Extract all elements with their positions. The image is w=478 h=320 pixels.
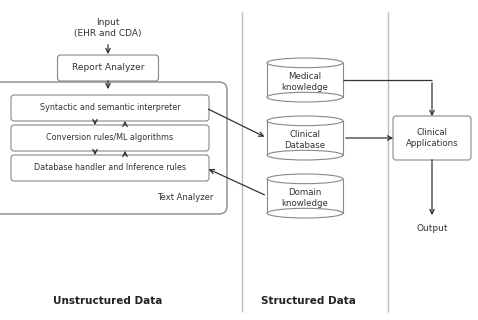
Text: Structured Data: Structured Data — [261, 296, 356, 306]
Text: Domain
knowledge: Domain knowledge — [282, 188, 328, 208]
Text: Unstructured Data: Unstructured Data — [54, 296, 163, 306]
Ellipse shape — [267, 92, 343, 102]
Text: Output: Output — [416, 224, 448, 233]
Ellipse shape — [267, 208, 343, 218]
Text: Text Analyzer: Text Analyzer — [157, 193, 213, 202]
FancyBboxPatch shape — [11, 155, 209, 181]
FancyBboxPatch shape — [11, 95, 209, 121]
Text: Conversion rules/ML algorithms: Conversion rules/ML algorithms — [46, 133, 174, 142]
Bar — [267, 179, 343, 213]
Ellipse shape — [267, 150, 343, 160]
Text: Syntactic and semantic interpreter: Syntactic and semantic interpreter — [40, 103, 180, 113]
Bar — [267, 63, 343, 97]
Ellipse shape — [267, 58, 343, 68]
Text: Input
(EHR and CDA): Input (EHR and CDA) — [74, 18, 142, 38]
FancyBboxPatch shape — [0, 82, 227, 214]
Text: Clinical
Applications: Clinical Applications — [406, 128, 458, 148]
Text: Clinical
Database: Clinical Database — [284, 130, 326, 150]
Ellipse shape — [267, 174, 343, 184]
Ellipse shape — [267, 116, 343, 126]
FancyBboxPatch shape — [11, 125, 209, 151]
Text: Database handler and Inference rules: Database handler and Inference rules — [34, 164, 186, 172]
Bar — [267, 121, 343, 155]
FancyBboxPatch shape — [57, 55, 159, 81]
FancyBboxPatch shape — [393, 116, 471, 160]
Text: Medical
knowledge: Medical knowledge — [282, 72, 328, 92]
Text: Report Analyzer: Report Analyzer — [72, 63, 144, 73]
